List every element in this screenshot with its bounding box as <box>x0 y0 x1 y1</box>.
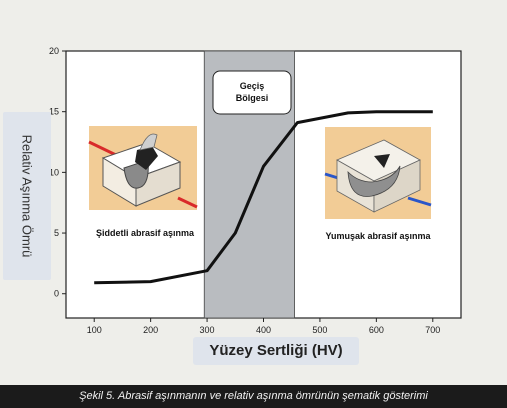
x-axis-label: Yüzey Sertliği (HV) <box>209 342 343 359</box>
transition-label-line1: Geçiş <box>240 81 265 91</box>
severe-block-side <box>135 161 181 207</box>
mild-tool <box>374 154 390 168</box>
severe-label: Şiddetli abrasif aşınma <box>96 228 195 238</box>
transition-label-line2: Bölgesi <box>236 93 269 103</box>
y-tick-label-10: 10 <box>49 167 59 177</box>
mild-groove <box>347 165 401 197</box>
severe-tool <box>135 146 158 170</box>
figure-caption: Şekil 5. Abrasif aşınmanın ve relativ aş… <box>0 385 507 408</box>
x-tick-label-600: 600 <box>369 325 384 335</box>
severe-abrasion-illustration: Şiddetli abrasif aşınma <box>88 126 198 238</box>
x-tick-label-200: 200 <box>143 325 158 335</box>
mild-arrow-blue-exit <box>407 196 432 207</box>
mild-abrasion-illustration: Yumuşak abrasif aşınma <box>324 127 432 241</box>
ticks-group: 100 200 300 400 500 600 700 0 5 10 15 20 <box>49 46 440 335</box>
series-line-group <box>94 110 433 285</box>
severe-chip <box>139 133 158 151</box>
mild-label: Yumuşak abrasif aşınma <box>325 231 431 241</box>
chart-plot: Şiddetli abrasif aşınma Yumuşak abrasif … <box>49 46 462 335</box>
y-tick-label-20: 20 <box>49 46 59 56</box>
severe-arrow-red-exit <box>177 196 198 209</box>
chart-figure: Relativ Aşınma Ömrü Şiddetli abrasif aşı… <box>3 46 462 365</box>
transition-label-group: Geçiş Bölgesi <box>212 70 292 115</box>
x-tick-label-400: 400 <box>256 325 271 335</box>
y-tick-label-15: 15 <box>49 107 59 117</box>
y-tick-label-0: 0 <box>54 289 59 299</box>
x-tick-label-300: 300 <box>200 325 215 335</box>
y-axis-label: Relativ Aşınma Ömrü <box>19 134 35 258</box>
y-axis-label-box <box>3 112 51 280</box>
x-tick-label-700: 700 <box>425 325 440 335</box>
y-tick-label-5: 5 <box>54 228 59 238</box>
severe-arrow-red <box>88 140 117 157</box>
mild-block-side <box>373 159 421 213</box>
transition-label-box <box>212 70 292 115</box>
x-tick-label-100: 100 <box>87 325 102 335</box>
x-tick-label-500: 500 <box>312 325 327 335</box>
series-line-0 <box>94 110 433 285</box>
x-axis-label-box: Yüzey Sertliği (HV) <box>193 337 359 365</box>
